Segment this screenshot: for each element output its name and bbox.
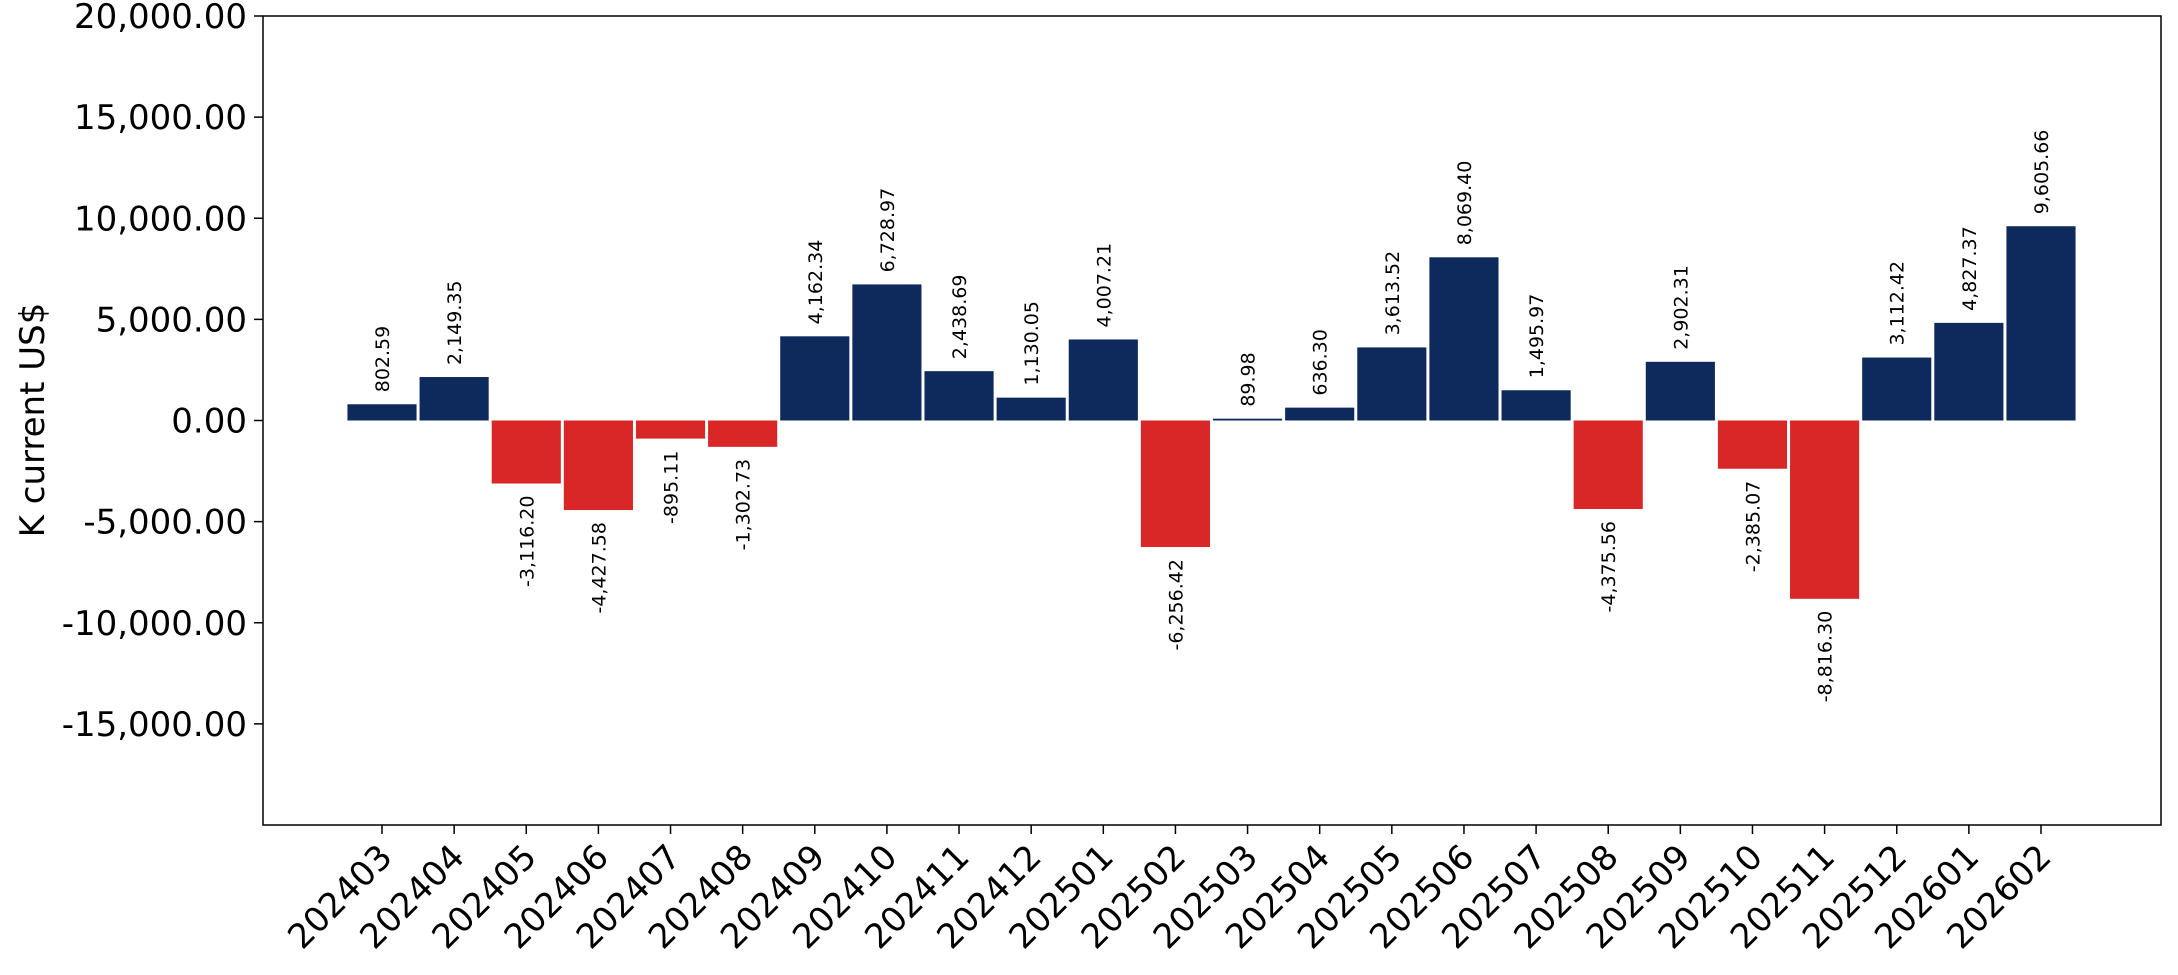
data-label: 6,728.97 <box>877 188 899 273</box>
bar <box>2006 226 2076 421</box>
data-label: 636.30 <box>1310 329 1332 395</box>
data-label: -4,427.58 <box>588 522 610 613</box>
bar <box>635 420 706 439</box>
data-label: -6,256.42 <box>1165 559 1187 650</box>
y-tick-label: 10,000.00 <box>74 199 247 239</box>
bar <box>852 284 922 421</box>
bar <box>1429 257 1499 421</box>
bar <box>1357 347 1427 421</box>
y-axis-label: K current US$ <box>13 303 53 538</box>
bar <box>419 377 489 421</box>
data-label: 1,495.97 <box>1526 294 1548 379</box>
data-label: -1,302.73 <box>733 459 755 550</box>
bar <box>1934 322 2004 421</box>
y-tick-label: -5,000.00 <box>83 503 247 543</box>
bar <box>1285 407 1355 421</box>
data-label: 1,130.05 <box>1021 301 1043 386</box>
data-label: 9,605.66 <box>2031 130 2053 215</box>
data-label: 2,438.69 <box>949 275 971 360</box>
y-tick-label: 20,000.00 <box>74 0 247 37</box>
bar <box>1068 339 1138 421</box>
data-label: 4,827.37 <box>1959 226 1981 311</box>
data-label: 3,112.42 <box>1887 261 1909 346</box>
data-label: -4,375.56 <box>1598 521 1620 612</box>
data-label: 8,069.40 <box>1454 161 1476 246</box>
bar <box>1213 418 1283 421</box>
data-label: 4,162.34 <box>805 240 827 325</box>
bars-group <box>347 226 2076 599</box>
bar <box>996 397 1066 421</box>
y-tick-label: -15,000.00 <box>62 705 247 745</box>
data-label: -2,385.07 <box>1742 481 1764 572</box>
bar <box>1501 390 1571 421</box>
bar <box>1790 420 1860 599</box>
bar <box>1862 357 1932 421</box>
bar <box>1645 361 1715 421</box>
data-label: -3,116.20 <box>516 496 538 587</box>
data-label: 802.59 <box>372 326 394 392</box>
bar <box>1717 420 1788 469</box>
bar <box>924 371 994 421</box>
bar <box>1140 420 1210 548</box>
bar <box>708 420 778 447</box>
bar <box>491 420 561 484</box>
data-label: 4,007.21 <box>1093 243 1115 328</box>
data-label: 3,613.52 <box>1382 251 1404 336</box>
bar <box>780 336 850 421</box>
y-tick-label: 0.00 <box>171 402 247 442</box>
bar <box>1573 420 1643 509</box>
data-label: 2,902.31 <box>1670 265 1692 350</box>
y-tick-label: 15,000.00 <box>74 98 247 138</box>
data-label: -895.11 <box>661 451 683 524</box>
y-tick-label: 5,000.00 <box>96 300 247 340</box>
bar <box>347 404 417 421</box>
bar <box>563 420 633 511</box>
data-label: -8,816.30 <box>1815 611 1837 702</box>
data-label: 89.98 <box>1238 352 1260 406</box>
y-tick-label: -10,000.00 <box>62 604 247 644</box>
data-label: 2,149.35 <box>444 280 466 365</box>
